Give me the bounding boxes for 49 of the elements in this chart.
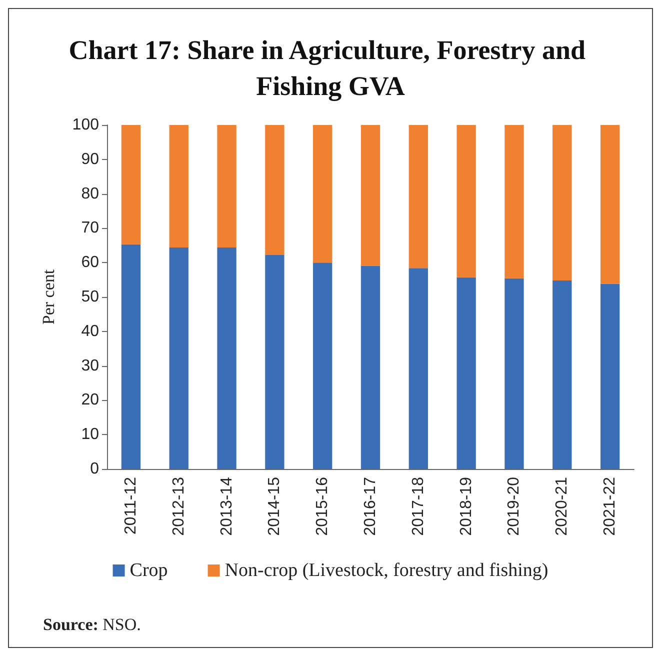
bar — [504, 278, 524, 469]
chart-title: Chart 17: Share in Agriculture, Forestry and Fishing GVA — [68, 35, 592, 101]
x-tick-label: 2011-12 — [122, 476, 140, 535]
y-tick-label: 20 — [81, 392, 100, 409]
bar — [217, 247, 236, 469]
y-axis-title: Per cent — [39, 269, 58, 325]
x-tick-label: 2018-19 — [458, 476, 475, 536]
bar — [552, 280, 572, 469]
x-tick-label: 2016-17 — [362, 476, 379, 536]
x-tick-label: 2020-21 — [554, 476, 571, 536]
bar — [408, 125, 428, 268]
bar — [313, 262, 332, 469]
bar — [504, 125, 524, 278]
bar — [600, 125, 620, 284]
y-tick-label: 60 — [81, 254, 100, 272]
y-tick-label: 10 — [81, 426, 100, 444]
bar — [600, 284, 620, 469]
bar — [121, 125, 141, 244]
y-tick-label: 80 — [81, 185, 100, 202]
x-tick-label: 2015-16 — [314, 476, 332, 536]
x-tick-label: 2013-14 — [218, 476, 236, 536]
y-tick-label: 30 — [81, 357, 100, 374]
legend-label: Non-crop (Livestock, forestry and fishing) — [224, 560, 548, 581]
x-tick-label: 2012-13 — [170, 476, 188, 536]
x-tick-label: 2014-15 — [266, 476, 284, 536]
bar — [265, 255, 284, 469]
bar — [313, 125, 332, 263]
y-tick-label: 40 — [81, 322, 100, 340]
bar — [360, 125, 380, 266]
y-tick-label: 70 — [81, 220, 100, 237]
x-tick-label: 2021-22 — [602, 476, 619, 536]
bar — [217, 125, 236, 248]
bar — [169, 247, 188, 469]
bar — [408, 268, 428, 469]
y-tick-label: 100 — [72, 116, 100, 134]
legend-label: Crop — [130, 560, 168, 581]
bar — [456, 125, 476, 278]
bar — [552, 125, 572, 280]
bar — [169, 125, 188, 248]
bar — [360, 266, 380, 469]
bar — [456, 277, 476, 469]
x-tick-label: 2019-20 — [506, 476, 523, 536]
bar — [265, 125, 284, 256]
y-tick-label: 90 — [81, 150, 100, 168]
x-tick-label: 2017-18 — [410, 476, 427, 536]
y-tick-label: 50 — [81, 288, 100, 306]
bar — [121, 244, 141, 469]
source-note: Source: NSO. — [43, 615, 141, 634]
y-tick-label: 0 — [90, 460, 100, 478]
